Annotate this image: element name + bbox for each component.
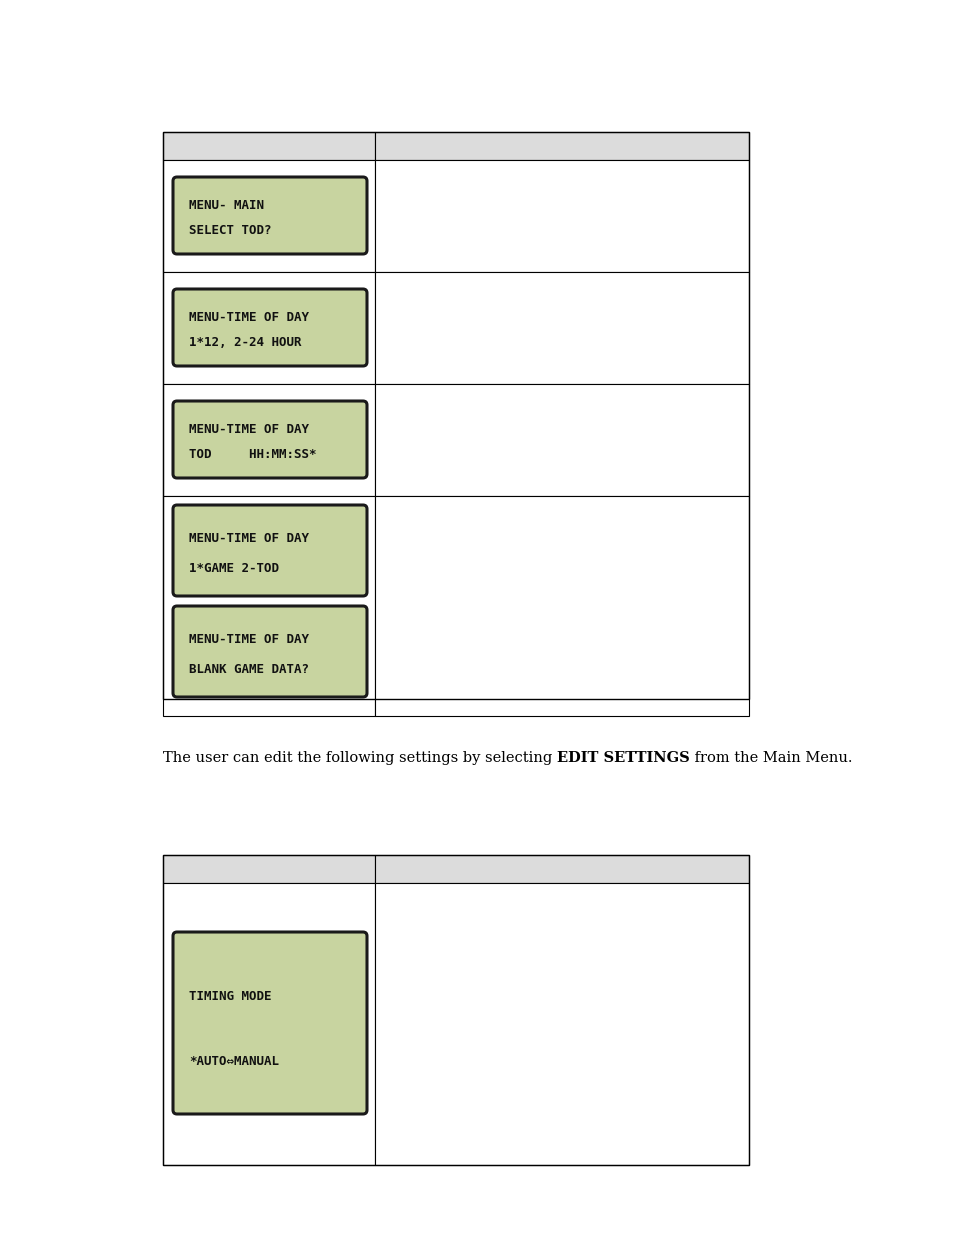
Text: MENU- MAIN: MENU- MAIN [189, 199, 264, 211]
FancyBboxPatch shape [172, 289, 367, 366]
Text: 1*GAME 2-TOD: 1*GAME 2-TOD [189, 562, 278, 576]
Bar [163, 883, 375, 1165]
Text: EDIT SETTINGS: EDIT SETTINGS [557, 751, 689, 764]
Bar [375, 161, 748, 272]
Bar [163, 384, 375, 496]
Text: MENU-TIME OF DAY: MENU-TIME OF DAY [189, 311, 309, 324]
Text: TIMING MODE: TIMING MODE [189, 990, 272, 1003]
Text: MENU-TIME OF DAY: MENU-TIME OF DAY [189, 632, 309, 646]
Bar [375, 384, 748, 496]
Text: SELECT TOD?: SELECT TOD? [189, 225, 272, 237]
Bar [163, 496, 375, 716]
Text: The user can edit the following settings by selecting: The user can edit the following settings… [163, 751, 557, 764]
Text: TOD     HH:MM:SS*: TOD HH:MM:SS* [189, 448, 316, 461]
FancyBboxPatch shape [172, 401, 367, 478]
Bar [375, 132, 748, 161]
Bar [375, 883, 748, 1165]
FancyBboxPatch shape [172, 177, 367, 254]
Bar [163, 132, 375, 161]
Text: MENU-TIME OF DAY: MENU-TIME OF DAY [189, 422, 309, 436]
Text: *AUTO⇔MANUAL: *AUTO⇔MANUAL [189, 1055, 278, 1068]
Text: from the Main Menu.: from the Main Menu. [689, 751, 851, 764]
FancyBboxPatch shape [172, 932, 367, 1114]
Bar [375, 496, 748, 716]
FancyBboxPatch shape [172, 505, 367, 597]
Bar [163, 272, 375, 384]
Text: MENU-TIME OF DAY: MENU-TIME OF DAY [189, 531, 309, 545]
Bar [163, 132, 748, 699]
Bar [163, 161, 375, 272]
Text: BLANK GAME DATA?: BLANK GAME DATA? [189, 663, 309, 677]
Bar [375, 855, 748, 883]
Bar [163, 855, 748, 1165]
Bar [375, 272, 748, 384]
Bar [163, 855, 375, 883]
FancyBboxPatch shape [172, 606, 367, 697]
Text: 1*12, 2-24 HOUR: 1*12, 2-24 HOUR [189, 336, 301, 350]
